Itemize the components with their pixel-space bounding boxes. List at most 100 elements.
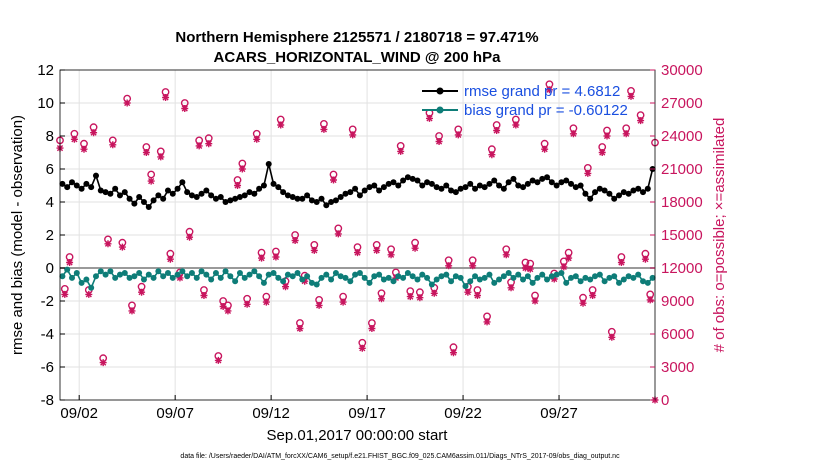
bias-point <box>150 274 157 281</box>
rmse-point <box>251 190 258 197</box>
obs-assimilated-marker <box>123 99 131 107</box>
x-tick-label: 09/12 <box>252 405 290 422</box>
bias-series <box>59 266 656 291</box>
rmse-point <box>232 195 239 202</box>
rmse-point <box>472 185 479 192</box>
bias-point <box>505 269 512 276</box>
bias-point <box>184 273 191 280</box>
obs-assimilated-marker <box>61 290 69 298</box>
bias-point <box>601 278 608 285</box>
bias-point <box>428 281 435 288</box>
bias-point <box>606 274 613 281</box>
obs-assimilated-marker <box>445 262 453 270</box>
bias-point <box>486 271 493 278</box>
bias-point <box>534 274 541 281</box>
bias-point <box>572 273 579 280</box>
obs-assimilated-marker <box>488 151 496 159</box>
bias-point <box>433 276 440 283</box>
obs-assimilated-marker <box>483 318 491 326</box>
rmse-point <box>582 190 589 197</box>
bias-point <box>179 268 186 275</box>
y-tick-label: 2 <box>46 227 54 244</box>
bias-point <box>323 271 330 278</box>
obs-assimilated-marker <box>560 263 568 271</box>
x-tick-label: 09/07 <box>156 405 194 422</box>
bias-point <box>241 274 248 281</box>
bias-point <box>553 271 560 278</box>
x-tick-label: 09/22 <box>444 405 482 422</box>
bias-point <box>635 271 642 278</box>
obs-assimilated-marker <box>354 249 361 257</box>
obs-assimilated-marker <box>637 117 645 125</box>
rmse-point <box>366 184 373 191</box>
rmse-point <box>236 194 243 201</box>
rmse-point <box>596 185 603 192</box>
rmse-point <box>318 195 325 202</box>
rmse-point <box>505 179 512 186</box>
obs-assimilated-marker <box>253 135 261 143</box>
rmse-point <box>481 184 488 191</box>
rmse-point <box>107 190 114 197</box>
bias-point <box>424 274 431 281</box>
obs-assimilated-marker <box>200 292 208 299</box>
obs-assimilated-marker <box>358 344 366 352</box>
obs-assimilated-marker <box>339 298 347 306</box>
bias-point <box>539 271 546 278</box>
rmse-point <box>438 185 445 192</box>
bias-point <box>568 274 575 281</box>
bias-point <box>404 269 411 276</box>
bias-point <box>496 276 503 283</box>
obs-assimilated-marker <box>464 288 472 296</box>
obs-assimilated-marker <box>219 303 227 310</box>
bias-point <box>59 273 66 280</box>
rmse-point <box>361 187 368 194</box>
bias-point <box>640 278 647 285</box>
bias-point <box>520 276 527 283</box>
bias-point <box>625 273 632 280</box>
rmse-point <box>419 182 426 189</box>
y2-tick-label: 6000 <box>661 326 694 343</box>
obs-assimilated-marker <box>90 129 98 137</box>
bias-point <box>510 274 517 281</box>
bias-point <box>308 279 315 286</box>
y-tick-label: 12 <box>37 62 54 79</box>
y-tick-label: -4 <box>41 326 54 343</box>
bias-point <box>232 278 239 285</box>
bias-point <box>448 278 455 285</box>
rmse-point <box>284 192 291 199</box>
bias-point <box>284 271 291 278</box>
bias-point <box>467 278 474 285</box>
bias-point <box>472 273 479 280</box>
obs-assimilated-marker <box>541 145 549 153</box>
obs-assimilated-marker <box>512 121 520 129</box>
obs-assimilated-marker <box>262 298 270 306</box>
y2-tick-label: 9000 <box>661 293 694 310</box>
rmse-point <box>64 184 71 191</box>
bias-point <box>366 279 373 286</box>
rmse-point <box>121 189 128 196</box>
bias-point <box>131 273 138 280</box>
rmse-point <box>59 180 66 187</box>
obs-assimilated-marker <box>507 284 515 292</box>
bias-point <box>342 274 349 281</box>
obs-assimilated-marker <box>320 125 328 133</box>
obs-assimilated-marker <box>330 176 338 184</box>
y-axis-label: rmse and bias (model - observation) <box>9 115 26 355</box>
obs-assimilated-marker <box>70 135 78 143</box>
rmse-point <box>342 190 349 197</box>
bias-point <box>126 274 133 281</box>
y2-tick-label: 15000 <box>661 227 703 244</box>
y-tick-label: -2 <box>41 293 54 310</box>
obs-assimilated-marker <box>315 301 323 309</box>
x-tick-label: 09/17 <box>348 405 386 422</box>
y2-tick-label: 27000 <box>661 95 703 112</box>
rmse-point <box>203 187 210 194</box>
bias-point <box>649 274 656 281</box>
bias-point <box>275 274 282 281</box>
bias-point <box>414 276 421 283</box>
rmse-point <box>616 192 623 199</box>
rmse-point <box>256 185 263 192</box>
obs-assimilated-marker <box>598 149 606 156</box>
bias-point <box>409 273 416 280</box>
